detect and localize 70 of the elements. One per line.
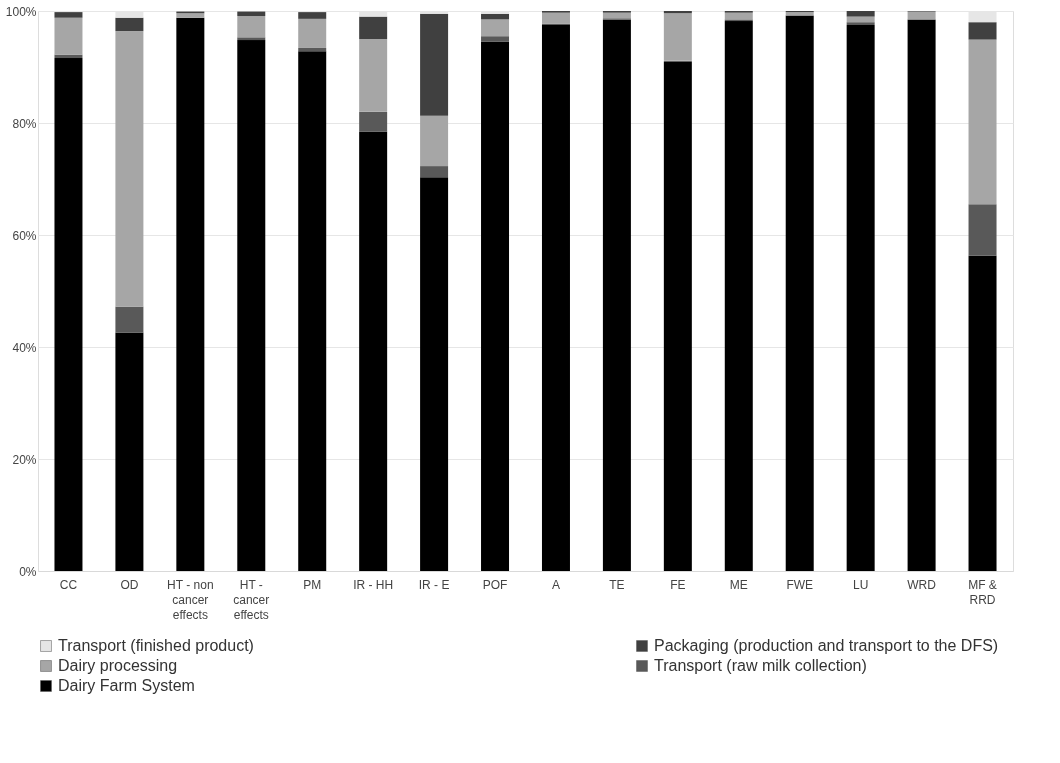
x-tick-label: FWE: [786, 577, 814, 592]
x-tick-label: TE: [609, 577, 625, 592]
legend-label: Transport (finished product): [58, 637, 254, 654]
bar: [237, 37, 266, 41]
x-tick-label: ME: [729, 577, 748, 592]
bar: [54, 12, 83, 18]
bar: [481, 36, 510, 42]
bar: [724, 21, 753, 571]
bar: [968, 39, 997, 205]
bar: [481, 41, 510, 571]
bar: [115, 31, 144, 307]
bar: [176, 13, 205, 18]
y-tick-label: 80%: [12, 116, 37, 131]
bar: [907, 11, 936, 20]
bar: [359, 111, 388, 132]
bar: [602, 19, 631, 571]
x-tick-label: HT - cancer effects: [233, 577, 270, 622]
bar: [420, 166, 449, 178]
bar: [541, 25, 570, 571]
y-tick-label: 40%: [12, 340, 37, 355]
x-tick-label: OD: [120, 577, 139, 592]
bar: [298, 12, 327, 19]
legend-label: Transport (raw milk collection): [654, 657, 867, 674]
bar: [968, 255, 997, 571]
bar: [115, 17, 144, 32]
bar: [663, 13, 692, 61]
x-tick-label: PM: [303, 577, 322, 592]
bar: [115, 306, 144, 333]
bar: [359, 131, 388, 571]
x-tick-label: A: [551, 577, 560, 592]
bar: [968, 204, 997, 256]
legend-label: Dairy Farm System: [58, 677, 195, 694]
bar: [663, 61, 692, 571]
x-tick-label: FE: [670, 577, 686, 592]
x-tick-label: MF & RRD: [968, 577, 997, 607]
legend-label: Dairy processing: [58, 657, 178, 674]
bar: [481, 19, 510, 37]
legend-label: Packaging (production and transport to the DFS): [654, 637, 999, 654]
bar: [420, 13, 449, 116]
bar: [176, 17, 205, 571]
bar: [907, 19, 936, 571]
bar: [846, 22, 875, 25]
y-tick-label: 60%: [12, 228, 37, 243]
bar: [298, 18, 327, 48]
x-tick-label: HT - non cancer effects: [167, 577, 214, 622]
bar: [237, 16, 266, 38]
bar: [968, 22, 997, 40]
bar: [54, 58, 83, 571]
x-tick-label: POF: [482, 577, 508, 592]
y-tick-label: 0%: [19, 564, 37, 579]
y-tick-label: 100%: [5, 4, 37, 19]
bar: [541, 12, 570, 24]
bar: [846, 25, 875, 571]
x-tick-label: IR - HH: [353, 577, 394, 592]
bar: [54, 17, 83, 55]
x-tick-label: WRD: [907, 577, 937, 592]
bar: [298, 51, 327, 571]
bar: [359, 39, 388, 112]
bar: [237, 11, 266, 17]
bar: [846, 11, 875, 17]
bar: [237, 40, 266, 571]
bar: [420, 177, 449, 571]
bar: [115, 332, 144, 571]
bar: [420, 115, 449, 167]
x-tick-label: CC: [59, 577, 78, 592]
bar: [359, 16, 388, 39]
y-tick-label: 20%: [12, 452, 37, 467]
x-tick-label: IR - E: [418, 577, 450, 592]
x-tick-label: LU: [852, 577, 869, 592]
bar: [785, 15, 814, 571]
